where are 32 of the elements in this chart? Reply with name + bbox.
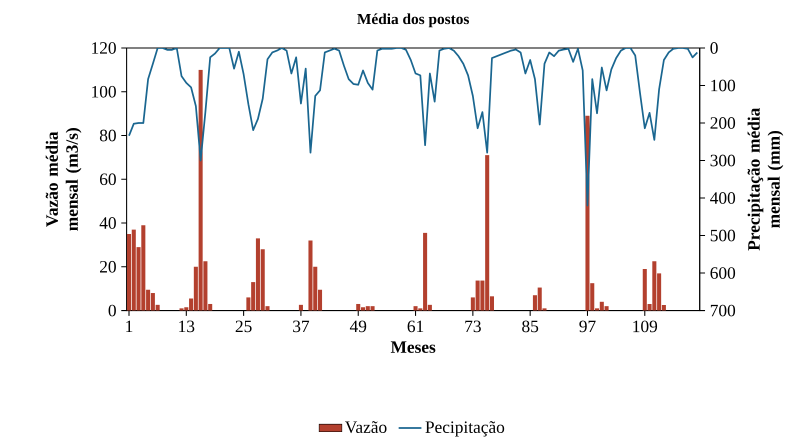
x-tick-label: 97 — [579, 320, 596, 332]
y2-tick-label: 100 — [711, 80, 736, 92]
y2-tick-label: 400 — [710, 192, 736, 204]
y-tick-label: 60 — [100, 173, 116, 186]
y-axis-title: Vazão média mensal (m3/s) — [46, 128, 82, 231]
legend-label: Vazão — [344, 421, 386, 434]
y2-axis-title: Precipitação média mensal (mm) — [748, 108, 784, 250]
y-tick-label: 20 — [100, 260, 116, 273]
chart-title: Média dos postos — [357, 13, 469, 28]
x-tick-label: 1 — [126, 320, 132, 332]
x-tick-label: 13 — [179, 320, 194, 332]
x-tick-label: 61 — [408, 320, 424, 332]
y-tick-label: 0 — [108, 304, 116, 316]
x-axis-title: Meses — [390, 341, 436, 353]
bar — [298, 304, 303, 310]
y2-tick-label: 500 — [710, 230, 736, 242]
x-tick-label: 37 — [293, 320, 310, 332]
y2-tick-label: 300 — [710, 154, 736, 166]
legend-label: Pecipitação — [425, 421, 504, 436]
y-tick-label: 100 — [92, 86, 116, 98]
y2-tick-label: 200 — [710, 117, 736, 129]
y-tick-label: 120 — [92, 42, 116, 54]
x-tick-label: 109 — [633, 320, 658, 332]
y2-tick-label: 700 — [710, 304, 736, 316]
x-tick-label: 49 — [350, 320, 366, 332]
y2-tick-label: 0 — [710, 42, 718, 54]
y-tick-label: 40 — [100, 217, 116, 229]
y-tick-label: 80 — [100, 130, 116, 142]
x-tick-label: 85 — [522, 320, 538, 332]
x-tick-label: 25 — [236, 320, 252, 332]
x-tick-label: 73 — [465, 320, 481, 332]
y2-tick-label: 600 — [710, 267, 736, 279]
